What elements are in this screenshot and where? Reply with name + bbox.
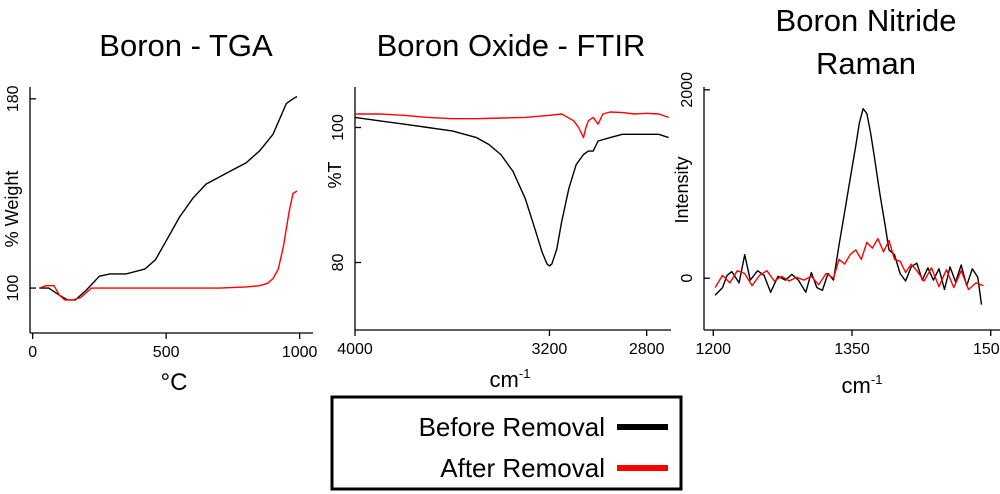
tga-series-before [39, 95, 298, 301]
tga-title: Boron - TGA [99, 28, 273, 63]
raman-x-tick-label: 1200 [695, 341, 731, 358]
raman-y-tick-label: 2000 [679, 72, 696, 108]
ftir-title: Boron Oxide - FTIR [377, 28, 646, 63]
ftir-series-before [354, 116, 669, 267]
ftir-y-tick-label: 100 [330, 114, 347, 141]
ftir-series-after [355, 111, 669, 139]
tga-x-axis-label: °C [161, 369, 188, 396]
tga-x-tick-label: 0 [28, 344, 37, 361]
legend-label-after: After Removal [440, 453, 605, 483]
tga-series-after [39, 190, 298, 301]
raman-y-tick-label: 0 [679, 274, 696, 283]
tga-y-tick-label: 100 [5, 275, 22, 302]
raman-title-line-2: Raman [816, 46, 916, 81]
raman-series-before [714, 108, 983, 305]
raman-y-axis-label: Intensity [672, 156, 692, 223]
ftir-panel: Boron Oxide - FTIR %T cm-1 4000 3200 2800 8… [325, 28, 671, 392]
ftir-x-tick-label: 2800 [629, 341, 665, 358]
ftir-x-axis-label: cm-1 [490, 366, 531, 392]
legend: Before Removal After Removal [330, 395, 683, 491]
tga-x-tick-label: 1000 [282, 344, 318, 361]
raman-x-axis-label: cm-1 [842, 372, 883, 398]
tga-x-tick-label: 500 [153, 344, 180, 361]
ftir-x-tick-label: 3200 [532, 341, 568, 358]
raman-panel: Boron Nitride Raman Intensity cm-1 1200 1… [672, 3, 1000, 398]
tga-y-tick-label: 180 [5, 85, 22, 112]
ftir-y-tick-label: 80 [330, 254, 347, 272]
ftir-x-tick-label: 4000 [337, 341, 373, 358]
tga-y-axis-label: % Weight [2, 171, 22, 248]
legend-label-before: Before Removal [419, 412, 605, 442]
ftir-y-axis-label: %T [325, 161, 345, 188]
legend-box [330, 395, 683, 491]
raman-x-tick-label: 1350 [834, 341, 870, 358]
raman-series-after [714, 237, 984, 291]
tga-panel: Boron - TGA % Weight °C 0 500 1000 100 180 [2, 28, 318, 396]
raman-title-line-1: Boron Nitride [776, 3, 957, 38]
